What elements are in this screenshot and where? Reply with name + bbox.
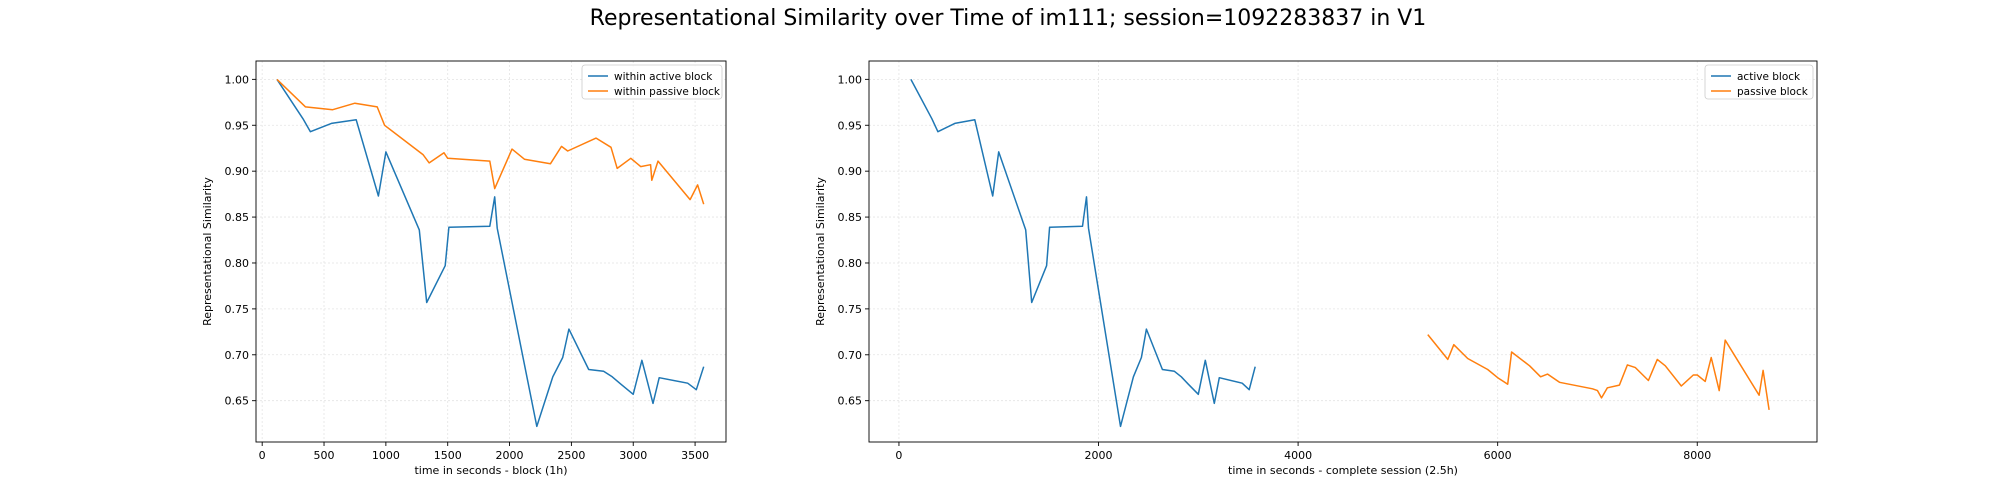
y-tick-label: 0.95 <box>838 119 863 132</box>
x-tick-label: 1500 <box>434 449 462 462</box>
y-tick-label: 0.85 <box>838 211 863 224</box>
x-axis-label: time in seconds - complete session (2.5h… <box>1228 464 1458 477</box>
y-tick-label: 1.00 <box>838 73 863 86</box>
x-tick-label: 2000 <box>1085 449 1113 462</box>
x-tick-label: 2000 <box>496 449 524 462</box>
y-tick-label: 0.65 <box>225 395 250 408</box>
y-tick-label: 0.95 <box>225 119 250 132</box>
series-line-2 <box>1427 334 1770 411</box>
legend-label: active block <box>1737 71 1801 83</box>
y-tick-label: 0.90 <box>838 165 863 178</box>
x-tick-label: 1000 <box>372 449 400 462</box>
legend-label: within passive block <box>614 86 721 98</box>
y-tick-label: 0.75 <box>225 303 250 316</box>
y-tick-label: 0.65 <box>838 395 863 408</box>
y-axis-label: Representational Similarity <box>814 177 827 326</box>
y-tick-label: 0.80 <box>225 257 250 270</box>
series-line-2 <box>276 78 705 205</box>
x-tick-label: 6000 <box>1484 449 1512 462</box>
x-tick-label: 0 <box>259 449 266 462</box>
x-tick-label: 4000 <box>1284 449 1312 462</box>
x-axis-label: time in seconds - block (1h) <box>414 464 567 477</box>
x-tick-label: 2500 <box>557 449 585 462</box>
y-tick-label: 0.70 <box>838 349 863 362</box>
x-tick-label: 500 <box>314 449 335 462</box>
subplot-2: 0 2000 4000 6000 8000 0.65 0.70 0.75 0.80 0.85 0.9… <box>814 60 1818 477</box>
x-tick-label: 3500 <box>681 449 709 462</box>
x-tick-label: 0 <box>895 449 902 462</box>
y-tick-label: 1.00 <box>225 73 250 86</box>
y-axis-label: Representational Similarity <box>201 177 214 326</box>
legend-label: within active block <box>614 71 713 83</box>
x-tick-label: 8000 <box>1683 449 1711 462</box>
legend-box <box>581 64 723 100</box>
series-line-1 <box>910 79 1256 428</box>
series-line-1 <box>276 78 705 428</box>
axes-frame <box>255 60 727 443</box>
y-tick-label: 0.70 <box>225 349 250 362</box>
x-tick-label: 3000 <box>619 449 647 462</box>
legend-box <box>1704 64 1814 100</box>
figure-title: Representational Similarity over Time of… <box>589 6 1427 31</box>
y-tick-label: 0.90 <box>225 165 250 178</box>
y-tick-label: 0.85 <box>225 211 250 224</box>
y-tick-label: 0.75 <box>838 303 863 316</box>
axes-frame <box>868 60 1818 443</box>
subplot-1: 0 500 1000 1500 2000 2500 3000 3500 0.65 0.70 0.75… <box>201 60 727 477</box>
y-tick-label: 0.80 <box>838 257 863 270</box>
legend-label: passive block <box>1737 86 1809 98</box>
